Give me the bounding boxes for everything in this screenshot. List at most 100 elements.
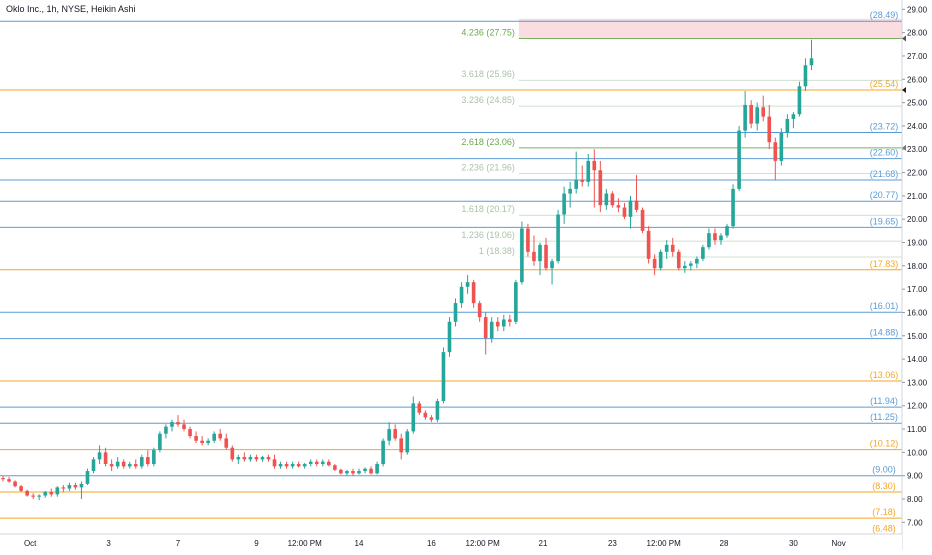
candle-body [290, 464, 295, 467]
y-tick-label: 18.00 [907, 262, 928, 271]
candle-body [206, 440, 210, 444]
candle-body [508, 319, 512, 322]
candle-body [43, 492, 48, 496]
candle-body [670, 244, 675, 252]
time-axis[interactable]: Oct 3 7 9 12:00 PM 14 16 12:00 PM 21 23 12:00 PM 28… [0, 533, 902, 550]
candle-body [646, 230, 651, 259]
candle-body [248, 457, 253, 460]
candle-body [387, 429, 391, 441]
price-marker-icon [902, 144, 906, 151]
x-tick-label: Nov [832, 539, 846, 548]
y-tick-label: 17.00 [907, 285, 928, 294]
candle-body [103, 452, 108, 465]
candle-body [284, 464, 289, 467]
y-tick-label: 9.00 [907, 472, 923, 481]
x-tick-label: Oct [24, 539, 37, 548]
price-marker-icon [902, 87, 906, 94]
candle-body [803, 65, 808, 87]
fib-label: 1.618 (20.17) [461, 204, 515, 214]
candle-body [725, 226, 729, 236]
candle-body [188, 429, 192, 437]
candle-body [532, 251, 536, 262]
level-label: (22.60) [870, 148, 899, 158]
candle-body [55, 487, 60, 495]
price-marker-icon [902, 35, 906, 42]
candle-body [489, 321, 494, 339]
candle-body [550, 261, 554, 269]
candle-body [568, 188, 572, 194]
candle-body [580, 179, 585, 182]
candle-body [254, 457, 259, 460]
candle-body [538, 244, 542, 262]
candle-body [133, 464, 138, 467]
level-label: (6.48) [872, 523, 896, 533]
candle-body [67, 485, 72, 489]
candle-body [556, 214, 560, 262]
y-tick-label: 12.00 [907, 402, 928, 411]
x-tick-label: 16 [427, 539, 436, 548]
candle-body [610, 193, 615, 206]
candle-body [260, 457, 265, 460]
candle-body [327, 461, 331, 466]
fib-label: 3.618 (25.96) [461, 69, 515, 79]
candle-body [345, 471, 349, 474]
candle-body [85, 471, 90, 484]
candle-body [435, 401, 440, 420]
level-label: (23.72) [870, 121, 899, 131]
y-tick-label: 29.00 [907, 5, 928, 14]
candle-body [676, 251, 681, 269]
candle-body [417, 403, 422, 413]
candle-body [164, 426, 168, 434]
candle-body [109, 464, 114, 467]
level-label: (25.54) [870, 79, 899, 89]
candle-body [405, 431, 410, 453]
y-tick-label: 14.00 [907, 355, 928, 364]
candle-body [761, 107, 766, 117]
candle-body [411, 403, 416, 432]
y-tick-label: 10.00 [907, 448, 928, 457]
candle-body [393, 429, 398, 439]
candle-body [25, 490, 29, 496]
candle-body [465, 282, 470, 287]
candle-body [664, 244, 669, 252]
candle-body [477, 303, 482, 318]
candle-body [278, 464, 283, 467]
x-tick-label: 28 [720, 539, 729, 548]
candle-body [230, 447, 235, 460]
candle-body [375, 464, 379, 474]
candle-body [320, 461, 325, 465]
candle-body [598, 170, 603, 206]
y-tick-label: 19.00 [907, 239, 928, 248]
x-tick-label: 12:00 PM [466, 539, 501, 548]
x-tick-label: 12:00 PM [288, 539, 323, 548]
price-axis[interactable]: 29.00 28.00 27.00 26.00 25.00 24.00 23.00 22.00… [901, 0, 932, 550]
y-tick-label: 16.00 [907, 308, 928, 317]
fibonacci-extension-levels: 4.236 (27.75) 3.618 (25.96) 3.236 (24.85) 2… [461, 27, 902, 258]
candle-body [73, 485, 78, 488]
candle-body [146, 457, 150, 465]
candle-body [743, 104, 747, 131]
candle-body [779, 132, 784, 161]
candle-body [1, 478, 5, 480]
candles-layer [1, 39, 814, 501]
candle-body [483, 317, 488, 339]
level-label: (28.49) [870, 10, 899, 20]
chart-title: Oklo Inc., 1h, NYSE, Heikin Ashi [6, 4, 136, 14]
candle-body [526, 228, 530, 252]
y-tick-label: 11.00 [907, 425, 927, 434]
y-tick-label: 13.00 [907, 378, 928, 387]
level-label: (20.77) [870, 190, 899, 200]
candle-body [19, 486, 23, 491]
candle-body [357, 471, 361, 474]
x-tick-label: 7 [176, 539, 181, 548]
level-label: (17.83) [870, 259, 899, 269]
y-tick-label: 7.00 [907, 518, 923, 527]
candle-body [266, 457, 271, 460]
candle-body [592, 160, 597, 171]
target-zone [518, 18, 902, 39]
candle-body [91, 459, 96, 472]
level-label: (13.06) [870, 370, 899, 380]
candle-body [604, 193, 609, 206]
